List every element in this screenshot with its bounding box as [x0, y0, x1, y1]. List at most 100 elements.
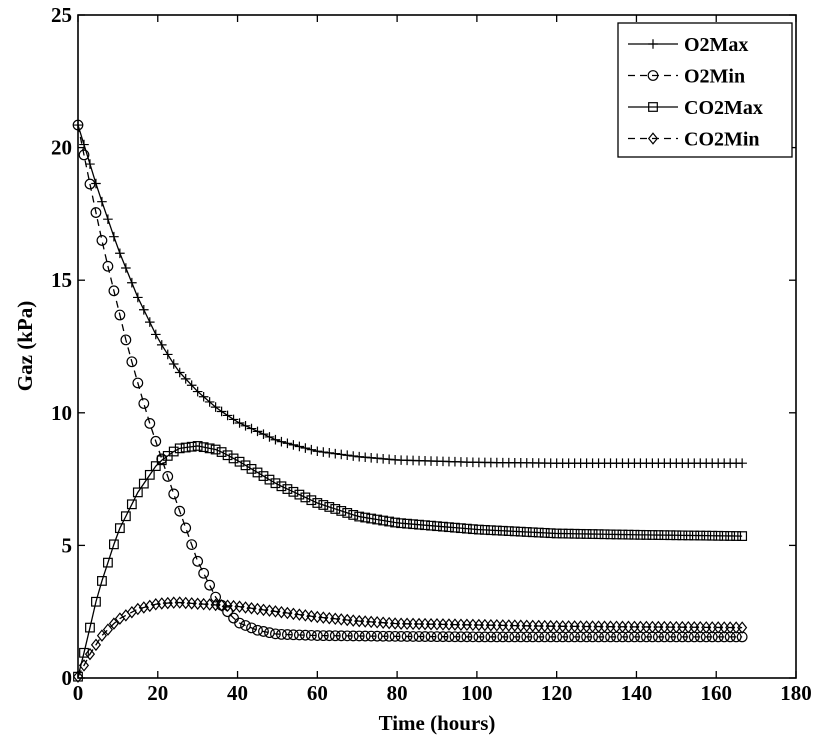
- data-point-o2max: [210, 402, 221, 412]
- data-point-o2min: [234, 617, 245, 629]
- legend-entry-co2min: CO2Min: [628, 129, 760, 151]
- data-point-o2min: [102, 260, 114, 272]
- data-point-o2max: [737, 458, 747, 468]
- data-point-o2min: [276, 628, 287, 640]
- series-layer: [72, 119, 748, 683]
- data-point-co2max: [671, 530, 682, 541]
- data-point-co2max: [503, 526, 514, 536]
- data-point-co2max: [491, 525, 502, 536]
- data-point-o2max: [186, 380, 197, 391]
- data-point-o2max: [121, 263, 131, 273]
- data-point-o2max: [174, 367, 185, 378]
- data-point-co2min: [264, 604, 275, 617]
- data-point-co2max: [144, 469, 155, 480]
- data-point-o2max: [318, 447, 329, 457]
- legend-label: CO2Max: [684, 97, 763, 119]
- data-point-o2max: [91, 178, 101, 189]
- data-point-co2min: [306, 609, 317, 623]
- data-point-co2max: [479, 524, 490, 535]
- data-point-o2min: [365, 630, 377, 642]
- data-point-o2min: [491, 631, 503, 643]
- data-point-co2max: [132, 487, 143, 498]
- data-point-o2min: [413, 631, 425, 642]
- data-point-co2min: [252, 602, 263, 616]
- data-point-o2min: [198, 567, 210, 579]
- x-tick-label: 140: [621, 681, 653, 705]
- data-point-o2max: [133, 292, 143, 303]
- series-co2max: [73, 441, 748, 682]
- data-point-o2min: [240, 620, 251, 631]
- data-point-co2min: [234, 600, 245, 613]
- data-point-o2min: [473, 631, 485, 643]
- data-point-co2max: [258, 471, 269, 481]
- data-point-co2max: [234, 456, 245, 467]
- data-point-co2max: [569, 528, 580, 539]
- data-point-o2min: [407, 631, 419, 642]
- data-point-o2max: [276, 436, 287, 447]
- data-point-o2min: [449, 631, 461, 643]
- data-point-o2min: [395, 630, 407, 642]
- x-tick-label: 100: [461, 681, 493, 705]
- data-point-o2min: [120, 334, 132, 346]
- data-point-o2min: [305, 629, 317, 641]
- data-point-o2min: [467, 631, 479, 643]
- data-point-o2max: [145, 317, 155, 327]
- data-point-co2max: [366, 513, 377, 524]
- data-point-co2max: [611, 529, 622, 540]
- data-point-o2max: [97, 196, 107, 207]
- data-point-co2max: [294, 489, 305, 500]
- data-point-co2max: [402, 518, 412, 529]
- data-point-o2min: [485, 631, 497, 643]
- data-point-co2max: [138, 478, 149, 489]
- data-point-o2min: [431, 631, 443, 643]
- data-point-o2min: [162, 471, 174, 482]
- data-point-o2min: [258, 626, 269, 637]
- data-point-o2min: [299, 629, 311, 641]
- data-point-o2max: [246, 423, 257, 434]
- data-point-co2max: [192, 441, 203, 451]
- data-point-co2max: [677, 530, 688, 541]
- data-point-co2min: [102, 623, 113, 636]
- data-point-co2max: [378, 515, 389, 526]
- data-point-o2max: [85, 159, 95, 169]
- data-point-o2min: [168, 488, 180, 500]
- data-point-o2max: [342, 450, 353, 461]
- data-point-co2max: [695, 530, 706, 541]
- data-point-o2min: [461, 631, 473, 643]
- data-point-co2max: [91, 596, 101, 607]
- data-point-co2max: [360, 512, 371, 523]
- legend-label: O2Max: [684, 34, 748, 56]
- data-point-o2max: [288, 440, 299, 450]
- data-point-o2min: [174, 505, 186, 517]
- data-point-co2max: [587, 529, 598, 539]
- data-point-co2max: [168, 446, 179, 457]
- data-point-o2min: [126, 356, 138, 368]
- data-point-co2min: [270, 605, 281, 618]
- data-point-o2min: [138, 398, 150, 409]
- data-point-co2max: [342, 508, 353, 518]
- data-point-co2min: [78, 659, 90, 672]
- data-point-co2max: [438, 521, 448, 532]
- data-point-o2min: [210, 591, 222, 603]
- x-tick-label: 20: [147, 681, 168, 705]
- data-point-co2max: [126, 499, 137, 510]
- data-point-co2max: [623, 529, 634, 540]
- data-point-co2min: [737, 621, 748, 634]
- data-point-co2max: [270, 478, 281, 489]
- data-point-o2min: [270, 628, 281, 640]
- data-point-o2min: [329, 630, 341, 642]
- data-point-o2min: [78, 149, 90, 161]
- data-point-o2max: [294, 441, 305, 452]
- data-point-co2max: [521, 527, 532, 537]
- data-point-o2min: [437, 631, 449, 643]
- data-point-o2min: [204, 579, 216, 591]
- data-point-co2max: [426, 520, 436, 531]
- x-axis-label: Time (hours): [379, 711, 496, 735]
- data-point-co2max: [462, 523, 472, 534]
- data-point-o2min: [180, 522, 192, 534]
- data-point-co2max: [348, 510, 359, 520]
- data-point-o2max: [162, 349, 173, 360]
- data-point-o2min: [222, 606, 233, 618]
- data-point-o2max: [192, 386, 203, 397]
- data-point-co2max: [473, 524, 484, 535]
